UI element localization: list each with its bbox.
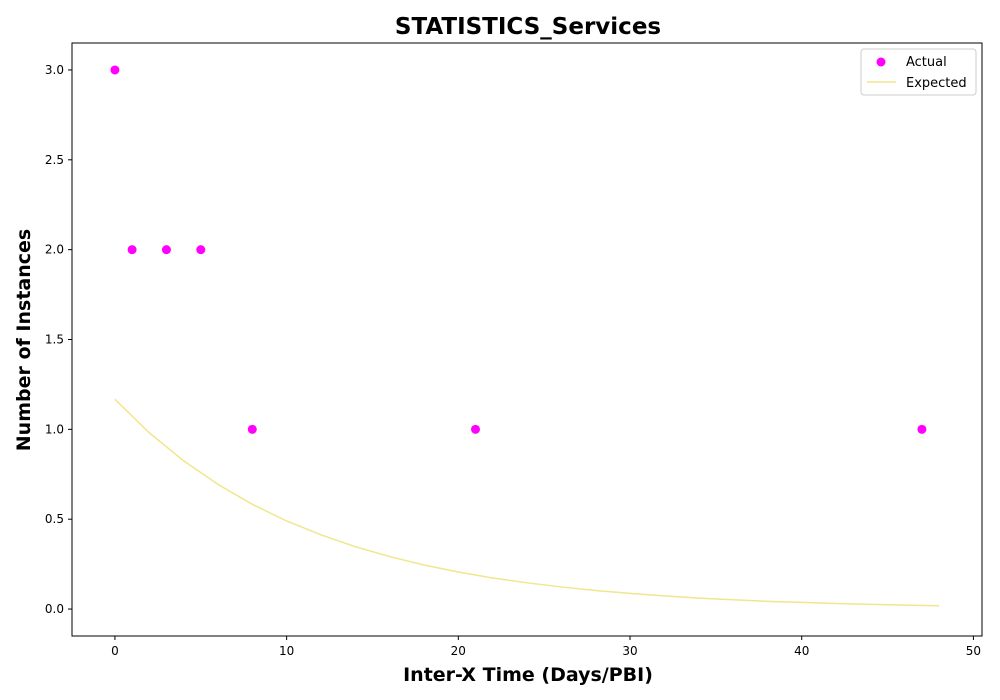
- y-axis: 0.0 0.5 1.0 1.5 2.0 2.5 3.0: [45, 63, 72, 616]
- actual-point: [917, 424, 927, 434]
- x-axis-label: Inter-X Time (Days/PBI): [403, 664, 653, 686]
- y-tick-label: 2.5: [45, 153, 64, 167]
- x-axis: 0 10 20 30 40 50: [111, 636, 981, 658]
- y-tick-label: 0.5: [45, 512, 64, 526]
- actual-point: [110, 65, 120, 75]
- legend-expected-label: Expected: [906, 76, 967, 91]
- x-tick-label: 0: [111, 644, 119, 658]
- chart-title: STATISTICS_Services: [395, 14, 661, 40]
- y-tick-label: 0.0: [45, 602, 64, 616]
- legend-actual-label: Actual: [906, 55, 947, 70]
- actual-point: [161, 245, 171, 255]
- y-tick-label: 1.5: [45, 333, 64, 347]
- legend-box: [860, 48, 977, 96]
- x-tick-label: 30: [622, 644, 637, 658]
- y-axis-label: Number of Instances: [13, 229, 35, 451]
- actual-point: [196, 245, 206, 255]
- y-tick-label: 2.0: [45, 243, 64, 257]
- actual-point: [470, 424, 480, 434]
- x-tick-label: 10: [279, 644, 294, 658]
- legend: Actual Expected: [860, 48, 977, 96]
- expected-series-line: [114, 398, 940, 607]
- x-tick-label: 50: [966, 644, 981, 658]
- x-tick-label: 20: [451, 644, 466, 658]
- y-tick-label: 1.0: [45, 422, 64, 436]
- x-tick-label: 40: [794, 644, 809, 658]
- legend-actual-marker: [876, 57, 886, 67]
- actual-point: [247, 424, 257, 434]
- y-tick-label: 3.0: [45, 63, 64, 77]
- actual-point: [127, 245, 137, 255]
